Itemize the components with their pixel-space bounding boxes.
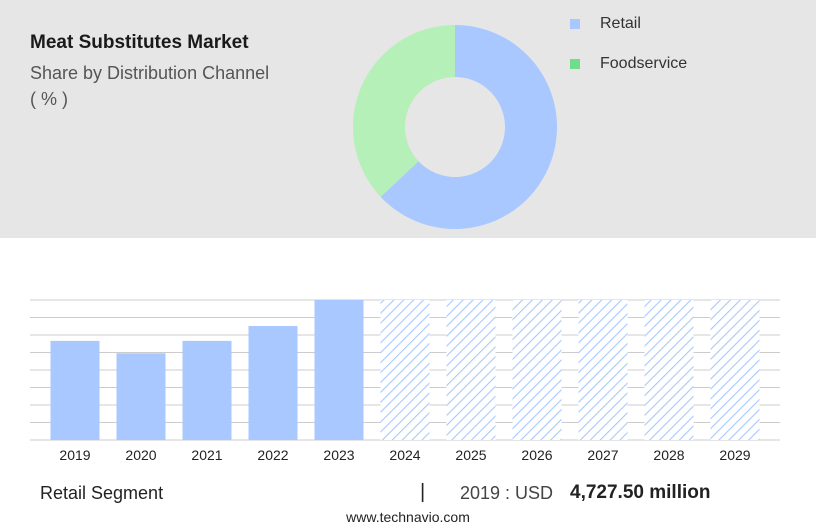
bar-2025 <box>446 300 496 440</box>
footer-value: 4,727.50 million <box>570 482 711 503</box>
x-tick-label: 2029 <box>719 447 750 463</box>
footer-separator: | <box>420 481 426 503</box>
segment-label: Retail Segment <box>40 483 164 503</box>
legend-swatch-retail <box>570 19 580 29</box>
bar-2023 <box>314 300 364 440</box>
x-tick-label: 2020 <box>125 447 156 463</box>
footer-year: 2019 : USD <box>460 483 554 503</box>
chart-subtitle: Share by Distribution Channel <box>30 63 270 83</box>
bar-2019 <box>50 340 100 440</box>
legend-swatch-foodservice <box>570 59 580 69</box>
x-tick-label: 2023 <box>323 447 354 463</box>
bar-2029 <box>710 300 760 440</box>
donut-chart <box>353 24 557 229</box>
x-tick-label: 2026 <box>521 447 552 463</box>
unit-label: ( % ) <box>30 89 68 109</box>
bar-2022 <box>248 326 298 440</box>
x-tick-label: 2028 <box>653 447 684 463</box>
x-tick-label: 2022 <box>257 447 288 463</box>
x-tick-label: 2021 <box>191 447 222 463</box>
x-tick-label: 2027 <box>587 447 618 463</box>
bar-2021 <box>182 340 232 440</box>
x-tick-label: 2025 <box>455 447 486 463</box>
bar-2024 <box>380 300 430 440</box>
chart-title: Meat Substitutes Market <box>30 32 249 53</box>
legend-label-foodservice: Foodservice <box>600 55 688 72</box>
legend-label-retail: Retail <box>600 15 641 32</box>
x-tick-label: 2024 <box>389 447 420 463</box>
donut-slice-foodservice <box>353 24 455 197</box>
bar-2028 <box>644 300 694 440</box>
x-tick-label: 2019 <box>59 447 90 463</box>
bar-2027 <box>578 300 628 440</box>
bar-2020 <box>116 353 166 440</box>
donut-slice-retail <box>380 25 557 229</box>
legend-item-foodservice: Foodservice <box>570 54 687 74</box>
source-url: www.technavio.com <box>346 509 470 525</box>
legend-item-retail: Retail <box>570 14 641 34</box>
bar-2026 <box>512 300 562 440</box>
